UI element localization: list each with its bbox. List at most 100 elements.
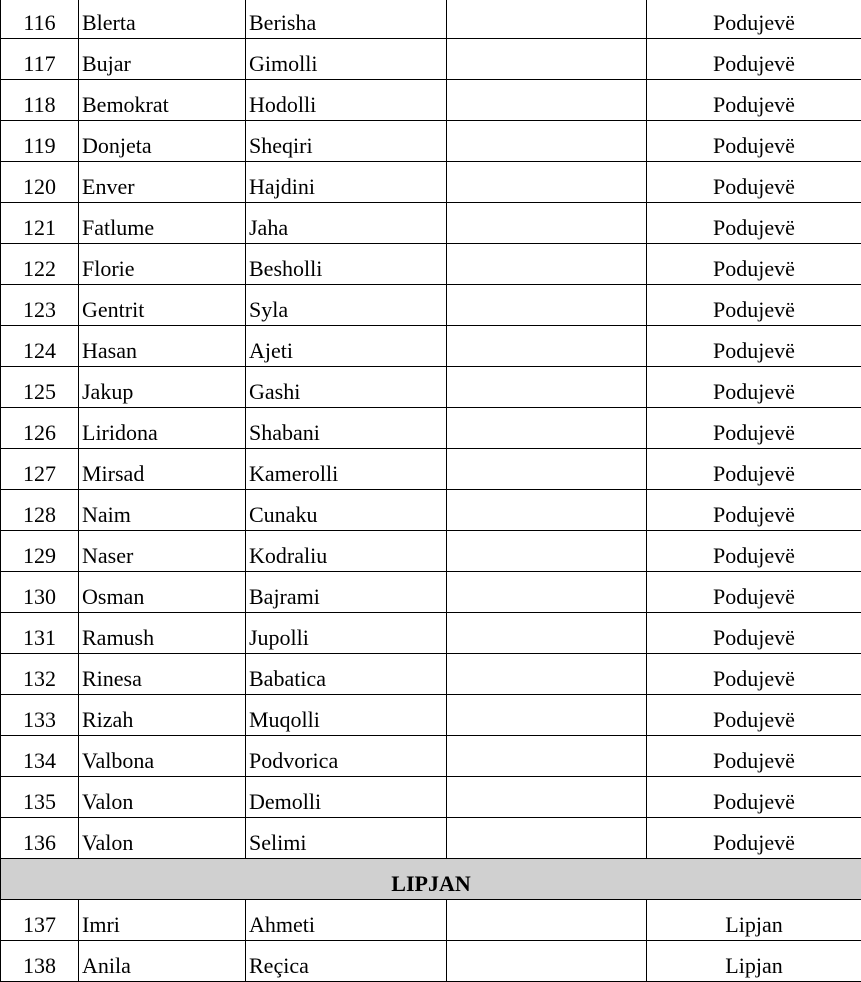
first-name: Ramush [79, 613, 246, 654]
first-name: Valon [79, 777, 246, 818]
first-name: Naser [79, 531, 246, 572]
last-name: Bajrami [246, 572, 447, 613]
row-number: 122 [1, 244, 79, 285]
last-name: Reçica [246, 941, 447, 982]
empty-cell [447, 449, 647, 490]
row-number: 138 [1, 941, 79, 982]
city: Podujevë [647, 777, 861, 818]
last-name: Ajeti [246, 326, 447, 367]
empty-cell [447, 162, 647, 203]
row-number: 126 [1, 408, 79, 449]
last-name: Jaha [246, 203, 447, 244]
row-number: 119 [1, 121, 79, 162]
city: Podujevë [647, 285, 861, 326]
last-name: Berisha [246, 0, 447, 39]
empty-cell [447, 531, 647, 572]
row-number: 116 [1, 0, 79, 39]
row-number: 125 [1, 367, 79, 408]
city: Podujevë [647, 613, 861, 654]
last-name: Gimolli [246, 39, 447, 80]
city: Podujevë [647, 0, 861, 39]
first-name: Rinesa [79, 654, 246, 695]
empty-cell [447, 490, 647, 531]
first-name: Osman [79, 572, 246, 613]
first-name: Rizah [79, 695, 246, 736]
first-name: Liridona [79, 408, 246, 449]
city: Podujevë [647, 572, 861, 613]
empty-cell [447, 736, 647, 777]
last-name: Podvorica [246, 736, 447, 777]
city: Lipjan [647, 941, 861, 982]
city: Podujevë [647, 39, 861, 80]
empty-cell [447, 80, 647, 121]
city: Podujevë [647, 818, 861, 859]
row-number: 134 [1, 736, 79, 777]
row-number: 124 [1, 326, 79, 367]
city: Podujevë [647, 203, 861, 244]
empty-cell [447, 0, 647, 39]
last-name: Syla [246, 285, 447, 326]
row-number: 135 [1, 777, 79, 818]
row-number: 128 [1, 490, 79, 531]
row-number: 123 [1, 285, 79, 326]
row-number: 131 [1, 613, 79, 654]
empty-cell [447, 203, 647, 244]
empty-cell [447, 818, 647, 859]
last-name: Babatica [246, 654, 447, 695]
first-name: Florie [79, 244, 246, 285]
last-name: Cunaku [246, 490, 447, 531]
city: Podujevë [647, 449, 861, 490]
city: Podujevë [647, 162, 861, 203]
last-name: Gashi [246, 367, 447, 408]
empty-cell [447, 941, 647, 982]
last-name: Hajdini [246, 162, 447, 203]
row-number: 127 [1, 449, 79, 490]
last-name: Demolli [246, 777, 447, 818]
city: Podujevë [647, 367, 861, 408]
empty-cell [447, 408, 647, 449]
empty-cell [447, 613, 647, 654]
city: Podujevë [647, 736, 861, 777]
first-name: Enver [79, 162, 246, 203]
row-number: 120 [1, 162, 79, 203]
row-number: 130 [1, 572, 79, 613]
first-name: Anila [79, 941, 246, 982]
first-name: Hasan [79, 326, 246, 367]
last-name: Sheqiri [246, 121, 447, 162]
first-name: Valbona [79, 736, 246, 777]
empty-cell [447, 326, 647, 367]
last-name: Selimi [246, 818, 447, 859]
empty-cell [447, 654, 647, 695]
city: Podujevë [647, 695, 861, 736]
first-name: Gentrit [79, 285, 246, 326]
row-number: 118 [1, 80, 79, 121]
city: Podujevë [647, 408, 861, 449]
section-title: LIPJAN [1, 859, 861, 900]
empty-cell [447, 695, 647, 736]
last-name: Kodraliu [246, 531, 447, 572]
last-name: Hodolli [246, 80, 447, 121]
empty-cell [447, 367, 647, 408]
row-number: 132 [1, 654, 79, 695]
first-name: Bemokrat [79, 80, 246, 121]
last-name: Shabani [246, 408, 447, 449]
empty-cell [447, 777, 647, 818]
empty-cell [447, 121, 647, 162]
